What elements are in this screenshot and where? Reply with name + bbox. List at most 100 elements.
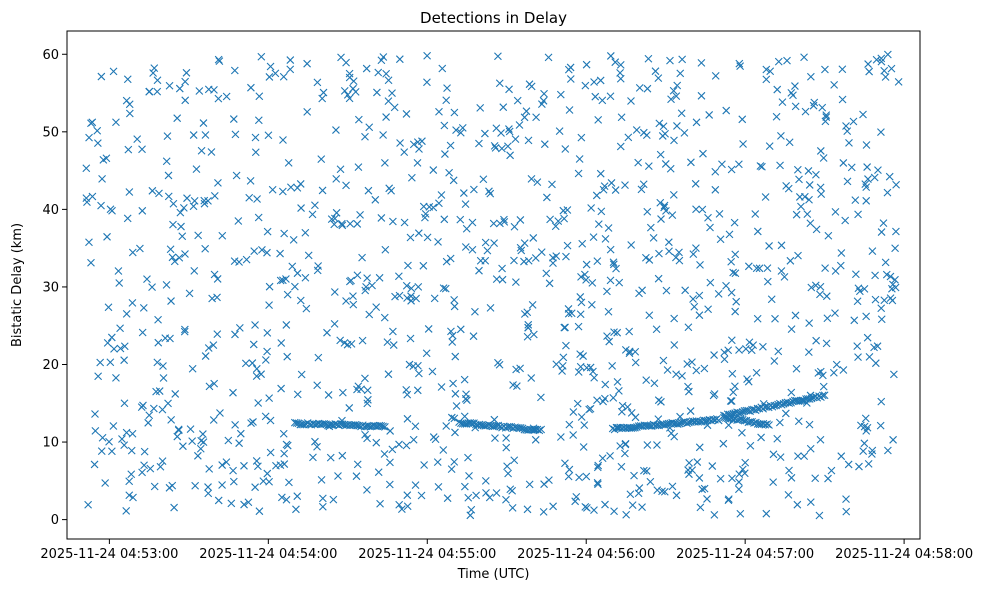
- y-tick-label: 0: [51, 513, 59, 528]
- detection-marker: [361, 374, 369, 383]
- detection-marker: [222, 458, 231, 467]
- detection-marker: [566, 75, 575, 83]
- detection-marker: [842, 495, 850, 504]
- detection-marker: [818, 391, 827, 400]
- y-axis-label: Bistatic Delay (km): [10, 223, 25, 347]
- detection-marker: [889, 370, 898, 379]
- detection-marker: [442, 257, 451, 266]
- detection-marker: [567, 309, 576, 318]
- detection-marker: [138, 145, 146, 154]
- detection-marker: [490, 142, 499, 150]
- detection-marker: [169, 220, 177, 229]
- detection-marker: [252, 372, 261, 381]
- detection-marker: [481, 256, 490, 265]
- detection-marker: [664, 238, 673, 247]
- detection-marker: [504, 469, 512, 478]
- detection-marker: [445, 168, 453, 177]
- detection-marker: [244, 498, 253, 507]
- detection-marker: [513, 96, 522, 105]
- detection-marker: [692, 205, 700, 214]
- detection-marker: [380, 423, 389, 431]
- detection-marker: [870, 173, 879, 182]
- detection-marker: [596, 76, 605, 85]
- detection-marker: [816, 290, 824, 299]
- detection-marker: [363, 274, 372, 283]
- detection-marker: [697, 91, 706, 100]
- detection-marker: [831, 309, 839, 317]
- detection-marker: [537, 393, 545, 402]
- detection-marker: [874, 166, 882, 175]
- detection-marker: [251, 148, 260, 157]
- detection-marker: [663, 366, 672, 374]
- detection-marker: [670, 341, 679, 349]
- detection-marker: [302, 304, 311, 313]
- detection-marker: [304, 251, 313, 260]
- detection-marker: [573, 399, 582, 408]
- detection-marker: [372, 303, 381, 311]
- detection-marker: [850, 316, 859, 325]
- detection-marker: [284, 158, 293, 167]
- detection-marker: [429, 203, 438, 212]
- detection-marker: [662, 286, 671, 295]
- detection-marker: [635, 484, 644, 492]
- detection-marker: [652, 325, 661, 334]
- detection-marker: [816, 183, 825, 192]
- detection-marker: [693, 458, 702, 466]
- detection-marker: [609, 258, 618, 267]
- detection-marker: [193, 451, 202, 460]
- detection-marker: [278, 276, 287, 285]
- detection-marker: [182, 68, 191, 77]
- detection-marker: [85, 238, 93, 247]
- detection-marker: [889, 435, 897, 444]
- detection-marker: [643, 441, 652, 449]
- detection-marker: [388, 217, 397, 226]
- detection-marker: [146, 464, 155, 473]
- detection-marker: [729, 268, 738, 277]
- detection-marker: [447, 465, 456, 474]
- detection-marker: [204, 489, 213, 498]
- detection-marker: [710, 510, 719, 519]
- detection-marker: [318, 94, 327, 103]
- detection-marker: [190, 267, 199, 275]
- detection-marker: [218, 231, 227, 240]
- detection-marker: [122, 507, 131, 515]
- detection-marker: [800, 53, 808, 62]
- detection-marker: [644, 54, 653, 63]
- detection-marker: [261, 356, 270, 364]
- detection-marker: [278, 187, 287, 196]
- detection-marker: [456, 325, 465, 334]
- detection-marker: [752, 368, 761, 377]
- detection-marker: [475, 266, 483, 275]
- detection-marker: [612, 264, 620, 273]
- detection-marker: [823, 314, 832, 323]
- detection-marker: [564, 309, 573, 318]
- detection-marker: [406, 233, 415, 242]
- detection-marker: [189, 202, 198, 211]
- detection-marker: [213, 330, 222, 339]
- detection-marker: [659, 122, 668, 131]
- detection-marker: [265, 282, 274, 291]
- detection-marker: [892, 227, 900, 236]
- detection-marker: [229, 477, 238, 486]
- detection-marker: [849, 117, 858, 126]
- detection-marker: [689, 295, 697, 303]
- detection-marker: [277, 384, 285, 393]
- detection-marker: [880, 66, 889, 75]
- detection-marker: [116, 324, 124, 333]
- detection-marker: [515, 121, 524, 129]
- detection-marker: [403, 414, 412, 423]
- detection-marker: [155, 189, 163, 198]
- detection-marker: [527, 174, 536, 183]
- detection-marker: [572, 492, 581, 501]
- detection-marker: [727, 288, 736, 297]
- detection-marker: [286, 65, 295, 74]
- detection-marker: [479, 175, 488, 184]
- detection-marker: [88, 118, 97, 127]
- detection-marker: [879, 219, 888, 227]
- detection-marker: [396, 139, 404, 147]
- detection-marker: [727, 397, 736, 405]
- detection-marker: [93, 126, 102, 135]
- detection-marker: [374, 468, 383, 477]
- detection-marker: [727, 165, 736, 174]
- detection-marker: [258, 245, 266, 254]
